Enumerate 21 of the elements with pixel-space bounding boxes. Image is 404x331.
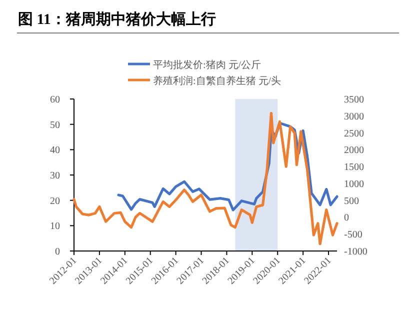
y2-tick-label: 500 xyxy=(344,196,359,207)
y-tick-label: 40 xyxy=(50,145,60,156)
y2-tick-label: 2000 xyxy=(344,145,364,156)
y-tick-label: 60 xyxy=(50,94,60,106)
y-tick-label: 10 xyxy=(50,221,60,232)
legend-label: 养殖利润:自繁自养生猪 元/头 xyxy=(153,75,282,87)
chart-title: 图 11：猪周期中猪价大幅上行 xyxy=(18,11,216,28)
y2-tick-label: 1500 xyxy=(344,162,364,174)
y-tick-label: 50 xyxy=(50,120,60,131)
legend-label: 平均批发价:猪肉 元/公斤 xyxy=(153,59,262,71)
y2-tick-label: 3500 xyxy=(344,94,364,106)
y-tick-label: 30 xyxy=(50,170,60,182)
y-tick-label: 0 xyxy=(55,246,60,258)
y-tick-label: 20 xyxy=(50,196,60,207)
y2-tick-label: -1000 xyxy=(344,246,368,258)
line-series xyxy=(72,112,338,246)
y2-tick-label: 0 xyxy=(344,212,349,224)
y2-tick-label: 3000 xyxy=(344,111,364,122)
y2-tick-label: -500 xyxy=(344,230,362,241)
y2-tick-label: 1000 xyxy=(344,178,364,190)
y2-tick-label: 2500 xyxy=(344,128,364,140)
